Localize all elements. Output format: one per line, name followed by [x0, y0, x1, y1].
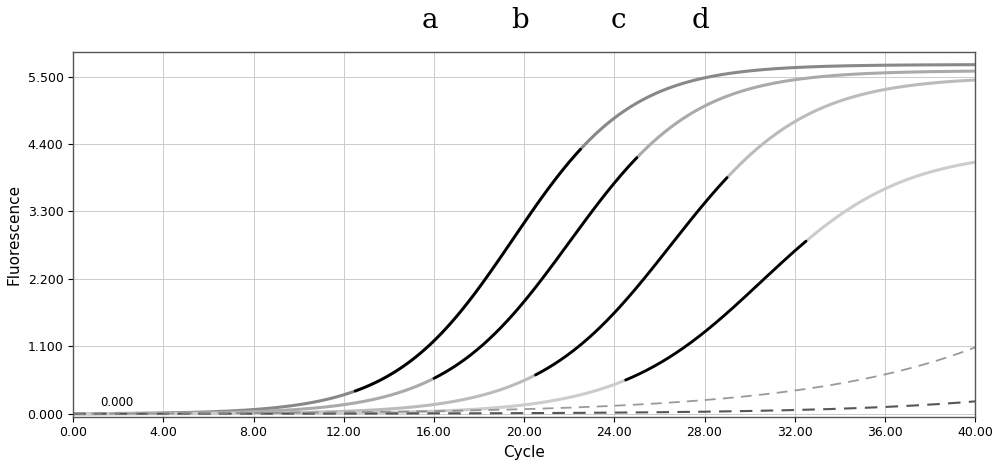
Text: b: b: [511, 7, 528, 34]
Text: d: d: [691, 7, 709, 34]
Text: 0.000: 0.000: [100, 396, 134, 410]
Text: a: a: [421, 7, 438, 34]
Y-axis label: Fluorescence: Fluorescence: [7, 184, 22, 285]
Text: c: c: [611, 7, 627, 34]
X-axis label: Cycle: Cycle: [503, 445, 545, 460]
